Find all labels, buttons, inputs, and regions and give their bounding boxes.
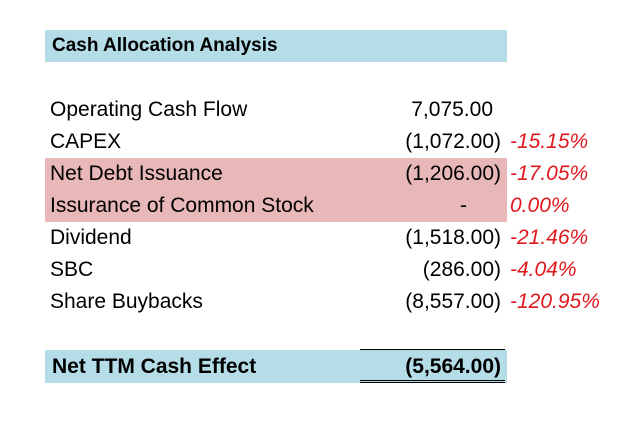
row-value: (1,072.00) [405, 130, 501, 153]
table-row: Operating Cash Flow 7,075.00 [45, 94, 605, 126]
row-value: (1,518.00) [405, 226, 501, 249]
total-double-underline [360, 380, 505, 383]
table-row: SBC (286.00) -4.04% [45, 254, 605, 286]
title-cell-background [45, 30, 507, 62]
row-label: Dividend [50, 226, 132, 249]
row-percent: -15.15% [510, 130, 589, 153]
total-top-border [360, 349, 505, 350]
row-percent: -17.05% [510, 162, 589, 185]
row-label: SBC [50, 258, 94, 281]
row-percent: 0.00% [510, 194, 570, 217]
table-row-highlighted: Net Debt Issuance (1,206.00) -17.05% [45, 158, 605, 190]
row-label: CAPEX [50, 130, 122, 153]
total-label: Net TTM Cash Effect [52, 355, 257, 378]
row-label: Share Buybacks [50, 290, 203, 313]
row-label: Net Debt Issuance [50, 162, 223, 185]
row-percent: -21.46% [510, 226, 589, 249]
row-value: - [460, 194, 467, 217]
sheet-title: Cash Allocation Analysis [52, 35, 278, 56]
table-row-highlighted: Issurance of Common Stock - 0.00% [45, 190, 605, 222]
total-value: (5,564.00) [405, 355, 501, 378]
row-label: Operating Cash Flow [50, 98, 248, 121]
row-value: (1,206.00) [405, 162, 501, 185]
total-cell-background [45, 350, 507, 383]
row-label: Issurance of Common Stock [50, 194, 314, 217]
row-value: 7,075.00 [411, 98, 493, 121]
table-row: Dividend (1,518.00) -21.46% [45, 222, 605, 254]
row-highlight [45, 158, 507, 190]
row-highlight [45, 190, 507, 222]
row-percent: -4.04% [510, 258, 577, 281]
row-value: (286.00) [422, 258, 501, 281]
row-percent: -120.95% [510, 290, 600, 313]
row-value: (8,557.00) [405, 290, 501, 313]
table-row: Share Buybacks (8,557.00) -120.95% [45, 286, 605, 318]
table-row: CAPEX (1,072.00) -15.15% [45, 126, 605, 158]
